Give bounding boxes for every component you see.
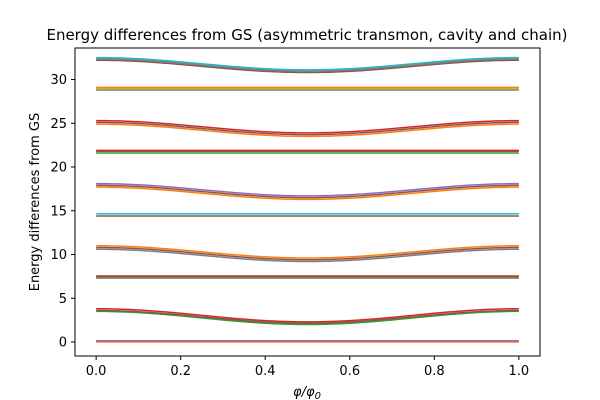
series-line-5 — [96, 309, 519, 324]
series-line-22 — [96, 119, 519, 134]
x-axis-ticks: 0.0 0.2 0.4 0.6 0.8 1.0 — [86, 356, 529, 379]
y-tick-label: 15 — [50, 204, 67, 219]
series-line-28 — [96, 58, 519, 72]
plot-lines — [96, 56, 519, 343]
x-tick-label: 0.4 — [255, 364, 276, 379]
y-tick-label: 5 — [59, 292, 67, 307]
x-tick-label: 0.2 — [170, 364, 191, 379]
x-axis-label-sub: 0 — [315, 391, 321, 400]
y-axis-label: Energy differences from GS — [28, 113, 43, 292]
series-line-11 — [96, 246, 519, 261]
y-tick-label: 0 — [59, 336, 67, 351]
series-line-27 — [96, 56, 519, 71]
series-line-9 — [96, 248, 519, 263]
series-line-20 — [96, 123, 519, 138]
x-tick-label: 0.0 — [86, 364, 107, 379]
series-line-3 — [96, 310, 519, 326]
plot-frame — [74, 47, 541, 357]
series-line-21 — [96, 121, 519, 136]
series-line-10 — [96, 245, 519, 259]
y-tick-label: 30 — [50, 73, 67, 88]
y-tick-label: 10 — [50, 248, 67, 263]
series-line-4 — [96, 308, 519, 323]
series-line-26 — [96, 59, 519, 74]
y-tick-label: 20 — [50, 161, 67, 176]
series-line-14 — [96, 186, 519, 201]
y-axis-ticks: 0 5 10 15 20 25 30 — [50, 73, 75, 351]
y-tick-label: 25 — [50, 117, 67, 132]
chart-title: Energy differences from GS (asymmetric t… — [46, 26, 567, 44]
x-tick-label: 0.6 — [339, 364, 360, 379]
x-tick-label: 0.8 — [424, 364, 445, 379]
x-axis-label: φ/φ0 — [293, 385, 321, 400]
series-line-16 — [96, 184, 519, 199]
series-line-15 — [96, 182, 519, 197]
x-axis-label-main: φ/φ — [293, 385, 315, 400]
x-tick-label: 1.0 — [509, 364, 530, 379]
